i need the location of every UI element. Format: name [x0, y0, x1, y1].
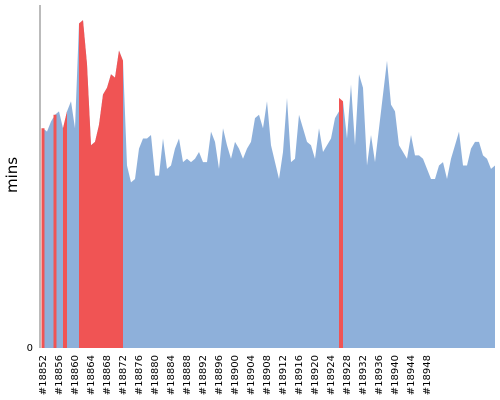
series-1-area-segment	[63, 111, 67, 349]
series-1-area-segment	[339, 97, 343, 348]
x-tick-label: #18904	[246, 355, 257, 395]
x-tick-label: #18928	[342, 355, 353, 395]
series-0-area-segment	[43, 20, 495, 348]
x-tick-label: #18852	[38, 355, 49, 395]
x-tick-label: #18864	[86, 355, 97, 395]
x-tick-label: #18940	[390, 355, 401, 395]
x-tick-label: #18872	[118, 355, 129, 395]
x-tick-label: #18948	[422, 355, 433, 395]
y-tick-label: 0	[27, 343, 33, 354]
series-1-area-segment	[53, 114, 57, 348]
x-tick-label: #18884	[166, 355, 177, 395]
x-tick-labels: #18852 #18856 #18860 #18864 #18868 #18872 #188…	[38, 355, 433, 395]
x-tick-label: #18920	[310, 355, 321, 395]
x-tick-label: #18924	[326, 355, 337, 395]
x-tick-label: #18876	[134, 355, 145, 395]
x-tick-label: #18900	[230, 355, 241, 395]
x-tick-label: #18868	[102, 355, 113, 395]
x-tick-label: #18908	[262, 355, 273, 395]
x-tick-label: #18888	[182, 355, 193, 395]
x-tick-label: #18860	[70, 355, 81, 395]
x-tick-label: #18856	[54, 355, 65, 395]
x-tick-label: #18896	[214, 355, 225, 395]
x-tick-label: #18916	[294, 355, 305, 395]
x-tick-label: #18880	[150, 355, 161, 395]
series-1-area-segment	[79, 20, 123, 348]
x-tick-label: #18944	[406, 355, 417, 395]
x-tick-label: #18892	[198, 355, 209, 395]
plot-area	[41, 20, 495, 349]
y-axis-label: mins	[3, 157, 21, 193]
x-tick-label: #18936	[374, 355, 385, 395]
series-1-area-segment	[41, 128, 45, 348]
x-tick-label: #18932	[358, 355, 369, 395]
x-tick-label: #18912	[278, 355, 289, 395]
